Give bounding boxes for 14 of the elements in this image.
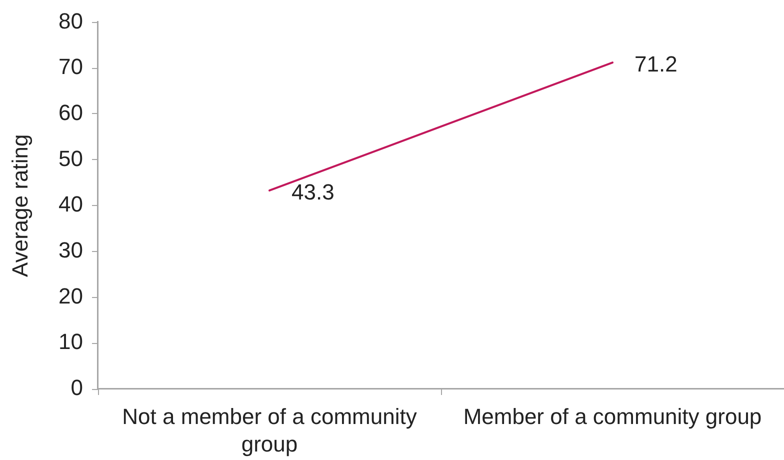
y-tick-label: 0	[70, 375, 83, 400]
y-tick-label: 70	[58, 54, 83, 80]
y-tick-label: 60	[58, 100, 83, 125]
y-tick-label: 10	[58, 329, 83, 354]
x-tick-label: Member of a community group	[463, 404, 762, 429]
data-label: 71.2	[634, 52, 678, 77]
y-tick-label: 80	[58, 8, 83, 34]
y-tick-label: 30	[58, 238, 83, 263]
y-tick-label: 50	[58, 146, 83, 171]
data-label: 43.3	[292, 180, 334, 205]
y-axis-title: Average rating	[7, 134, 32, 277]
x-tick-label: Not a member of a community group	[122, 404, 417, 456]
y-tick-label: 40	[58, 192, 83, 217]
y-tick-label: 20	[58, 283, 83, 308]
